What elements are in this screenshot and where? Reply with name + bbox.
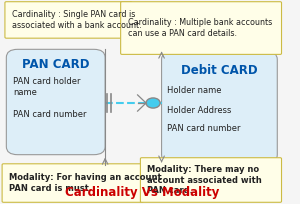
- Text: Holder name: Holder name: [167, 86, 222, 95]
- FancyBboxPatch shape: [140, 158, 281, 202]
- FancyBboxPatch shape: [6, 49, 105, 155]
- Text: PAN card number: PAN card number: [14, 110, 87, 119]
- Text: PAN CARD: PAN CARD: [22, 58, 89, 71]
- Text: Modality: For having an account
PAN card is must.: Modality: For having an account PAN card…: [9, 173, 162, 193]
- FancyBboxPatch shape: [5, 2, 132, 38]
- Circle shape: [146, 98, 160, 108]
- Text: Cardinality : Single PAN card is
associated with a bank account.: Cardinality : Single PAN card is associa…: [12, 10, 142, 30]
- FancyBboxPatch shape: [2, 164, 143, 202]
- Text: Cardinality : Multiple bank accounts
can use a PAN card details.: Cardinality : Multiple bank accounts can…: [128, 18, 272, 38]
- FancyBboxPatch shape: [121, 2, 281, 54]
- Text: PAN card holder
name: PAN card holder name: [14, 77, 81, 96]
- Text: Debit CARD: Debit CARD: [181, 64, 258, 77]
- Text: Holder Address: Holder Address: [167, 106, 232, 115]
- Text: Cardinality Vs Modality: Cardinality Vs Modality: [64, 186, 219, 199]
- Text: Modality: There may no
account associated with
PAN card.: Modality: There may no account associate…: [148, 165, 262, 195]
- Text: PAN card number: PAN card number: [167, 124, 241, 133]
- FancyBboxPatch shape: [162, 51, 277, 163]
